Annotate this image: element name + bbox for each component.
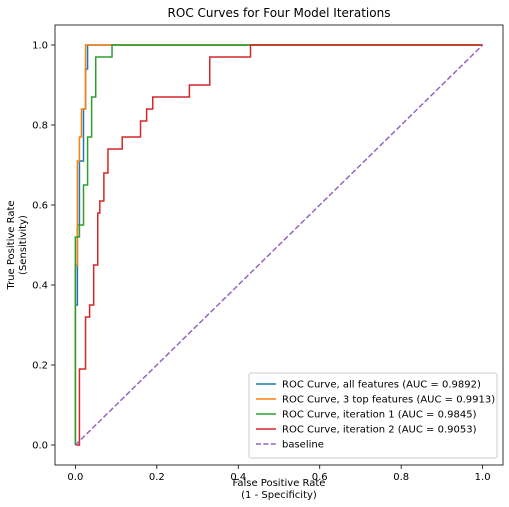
legend: ROC Curve, all features (AUC = 0.9892) RO… bbox=[248, 372, 498, 459]
series-lines bbox=[74, 44, 484, 446]
series-line-4 bbox=[74, 44, 484, 446]
legend-label-0: ROC Curve, all features (AUC = 0.9892) bbox=[282, 380, 481, 391]
x-tick-label: 0.6 bbox=[312, 472, 328, 483]
x-tick-label: 0.0 bbox=[67, 472, 83, 483]
legend-label-1: ROC Curve, 3 top features (AUC = 0.9913) bbox=[282, 395, 495, 406]
x-tick-label: 1.0 bbox=[475, 472, 491, 483]
y-tick-label: 0.8 bbox=[32, 121, 48, 132]
y-axis-label: True Positive Rate bbox=[6, 200, 17, 290]
series-line-3 bbox=[75, 44, 483, 446]
series-line-0 bbox=[74, 44, 483, 445]
x-tick-label: 0.8 bbox=[393, 472, 409, 483]
legend-entries: ROC Curve, all features (AUC = 0.9892) RO… bbox=[256, 380, 495, 451]
axis-ticks: 0.0 0.2 0.4 0.6 0.8 1.0 0.0 0.2 0.4 0.6 0.8 1.0 bbox=[32, 41, 490, 484]
legend-label-4: baseline bbox=[282, 440, 324, 451]
x-tick-label: 0.2 bbox=[149, 472, 165, 483]
series-line-1 bbox=[74, 44, 483, 445]
legend-label-3: ROC Curve, iteration 2 (AUC = 0.9053) bbox=[282, 425, 477, 436]
y-tick-label: 0.2 bbox=[32, 361, 48, 372]
y-tick-label: 1.0 bbox=[32, 41, 48, 52]
x-axis-label-sub: (1 - Specificity) bbox=[241, 490, 317, 501]
x-axis-label: False Positive Rate bbox=[233, 478, 326, 489]
y-tick-label: 0.4 bbox=[32, 281, 48, 292]
chart-title: ROC Curves for Four Model Iterations bbox=[168, 6, 391, 20]
y-axis-label-sub: (Sensitivity) bbox=[18, 215, 29, 275]
plot-area-frame bbox=[54, 24, 504, 466]
series-line-2 bbox=[74, 44, 483, 445]
x-tick-label: 0.4 bbox=[230, 472, 246, 483]
y-tick-label: 0.6 bbox=[32, 201, 48, 212]
legend-box bbox=[248, 372, 498, 459]
legend-label-2: ROC Curve, iteration 1 (AUC = 0.9845) bbox=[282, 410, 477, 421]
y-tick-label: 0.0 bbox=[32, 441, 48, 452]
